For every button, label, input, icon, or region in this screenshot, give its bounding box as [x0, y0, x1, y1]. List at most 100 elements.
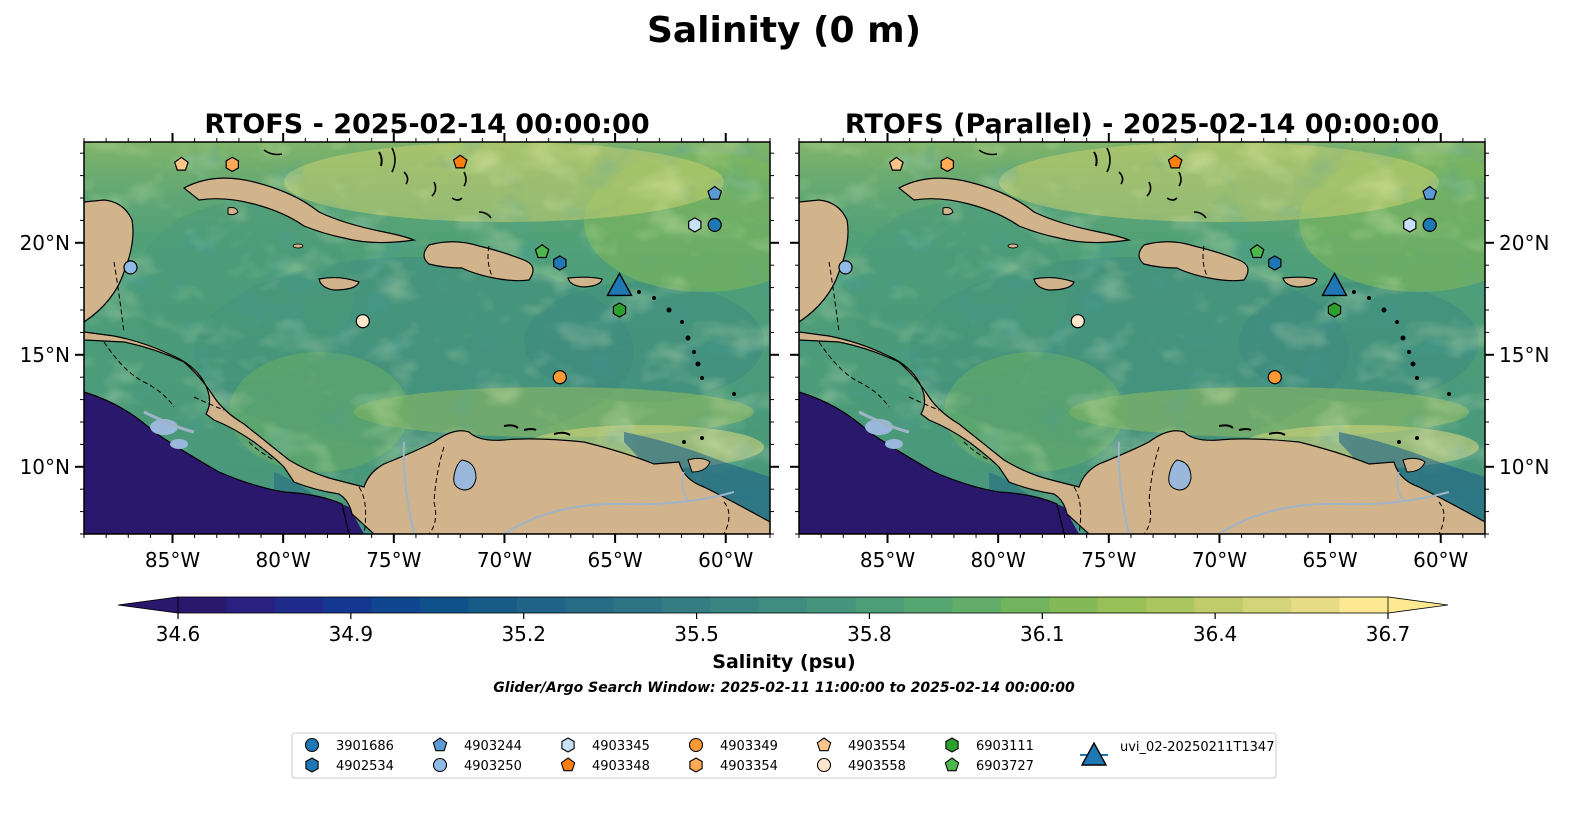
colorbar: 34.6 34.9 35.2 35.5 35.8 36.1 36.4 36.7 [117, 596, 1449, 646]
legend-label: 6903727 [976, 759, 1034, 774]
colorbar-swatch [516, 597, 566, 613]
figure-title: Salinity (0 m) [647, 10, 921, 51]
lon-tick-label: 60°W [698, 548, 753, 572]
lat-tick-label: 10°N [1499, 455, 1549, 479]
colorbar-extend-min [117, 596, 179, 614]
colorbar-swatch [1291, 597, 1341, 613]
lat-tick-label: 20°N [20, 231, 70, 255]
legend-label: 6903111 [976, 739, 1034, 754]
legend-label: 4903558 [848, 759, 906, 774]
marker-4903345 [1403, 217, 1417, 233]
colorbar-swatch [710, 597, 760, 613]
colorbar-swatch [371, 597, 421, 613]
colorbar-tick-label: 34.9 [329, 622, 374, 646]
lat-tick-label: 15°N [1499, 343, 1549, 367]
colorbar-tick-label: 35.8 [847, 622, 892, 646]
marker-3901686 [707, 217, 722, 232]
legend-item-uvi_02-20250211T1347: uvi_02-20250211T1347 [1080, 740, 1274, 766]
legend-label: 4902534 [336, 759, 394, 774]
legend-item-3901686: 3901686 [304, 737, 394, 754]
marker-6903111 [1327, 302, 1342, 318]
colorbar-swatch [1242, 597, 1292, 613]
legend-item-4902534: 4902534 [305, 757, 394, 774]
colorbar-tick-label: 34.6 [156, 622, 201, 646]
colorbar-swatch [613, 597, 663, 613]
marker-4902534 [553, 255, 567, 271]
marker-4903349 [1267, 370, 1282, 385]
legend-item-4903348: 4903348 [560, 757, 650, 774]
map-panel-rtofs-parallel: 85°W 80°W 75°W 70°W 65°W 60°W 10°N 15°N 20°N [790, 133, 1549, 572]
colorbar-swatch [178, 597, 227, 613]
legend-item-4903244: 4903244 [432, 737, 522, 754]
map-panel-rtofs: 85°W 80°W 75°W 70°W 65°W 60°W 10°N 15°N 20°N [20, 133, 779, 572]
marker-6903111 [612, 302, 627, 318]
colorbar-swatch [274, 597, 324, 613]
legend-label: uvi_02-20250211T1347 [1120, 740, 1274, 755]
legend-label: 4903554 [848, 739, 906, 754]
colorbar-swatch [323, 597, 373, 613]
marker-4903250 [838, 260, 853, 275]
lon-tick-label: 80°W [971, 548, 1026, 572]
colorbar-swatch [662, 597, 711, 613]
colorbar-swatch [565, 597, 615, 613]
lon-tick-label: 75°W [1081, 548, 1136, 572]
colorbar-swatch [420, 597, 469, 613]
colorbar-swatch [1097, 597, 1147, 613]
lon-tick-label: 65°W [587, 548, 642, 572]
legend-item-6903727: 6903727 [944, 757, 1034, 774]
colorbar-tick-label: 36.1 [1020, 622, 1065, 646]
lat-tick-label: 15°N [20, 343, 70, 367]
panel-title-rtofs-parallel: RTOFS (Parallel) - 2025-02-14 00:00:00 [845, 109, 1439, 140]
legend-label: 4903348 [592, 759, 650, 774]
legend-item-4903554: 4903554 [816, 737, 906, 754]
colorbar-swatch [1146, 597, 1195, 613]
colorbar-swatch [1049, 597, 1099, 613]
marker-4903558 [1070, 314, 1085, 329]
legend: 3901686 4902534 4903244 4903250 4903345 49033… [291, 732, 1277, 779]
marker-4903354 [940, 156, 955, 172]
colorbar-tick-label: 36.7 [1366, 622, 1411, 646]
lon-tick-label: 85°W [860, 548, 915, 572]
legend-label: 4903349 [720, 739, 778, 754]
legend-label: 4903250 [464, 759, 522, 774]
colorbar-swatch [758, 597, 808, 613]
marker-4903250 [123, 260, 138, 275]
marker-4903349 [552, 370, 567, 385]
colorbar-swatch [855, 597, 905, 613]
colorbar-tick-label: 36.4 [1193, 622, 1238, 646]
lon-tick-label: 70°W [1192, 548, 1247, 572]
colorbar-swatch [952, 597, 1002, 613]
legend-label: 4903354 [720, 759, 778, 774]
colorbar-extend-max [1387, 596, 1449, 614]
colorbar-swatch [904, 597, 953, 613]
colorbar-label: Salinity (psu) [712, 651, 855, 673]
marker-3901686 [1422, 217, 1437, 232]
colorbar-tick-label: 35.5 [674, 622, 719, 646]
colorbar-swatch [1000, 597, 1050, 613]
lon-tick-label: 75°W [366, 548, 421, 572]
lon-tick-label: 85°W [145, 548, 200, 572]
marker-4902534 [1268, 255, 1282, 271]
legend-label: 3901686 [336, 739, 394, 754]
panel-title-rtofs: RTOFS - 2025-02-14 00:00:00 [204, 109, 649, 140]
colorbar-swatch [226, 597, 276, 613]
colorbar-swatch [1194, 597, 1244, 613]
legend-item-6903111: 6903111 [945, 737, 1034, 754]
lat-tick-label: 10°N [20, 455, 70, 479]
legend-item-4903345: 4903345 [561, 737, 650, 754]
legend-item-4903558: 4903558 [816, 757, 906, 774]
marker-4903345 [688, 217, 702, 233]
colorbar-tick-label: 35.2 [501, 622, 546, 646]
colorbar-swatch [1339, 597, 1389, 613]
search-window-text: Glider/Argo Search Window: 2025-02-11 11… [493, 680, 1075, 696]
marker-4903354 [225, 156, 240, 172]
legend-item-4903250: 4903250 [432, 757, 522, 774]
lat-tick-label: 20°N [1499, 231, 1549, 255]
legend-label: 4903244 [464, 739, 522, 754]
colorbar-swatch [807, 597, 857, 613]
legend-label: 4903345 [592, 739, 650, 754]
legend-item-4903349: 4903349 [688, 737, 778, 754]
lon-tick-label: 80°W [256, 548, 311, 572]
lon-tick-label: 70°W [477, 548, 532, 572]
